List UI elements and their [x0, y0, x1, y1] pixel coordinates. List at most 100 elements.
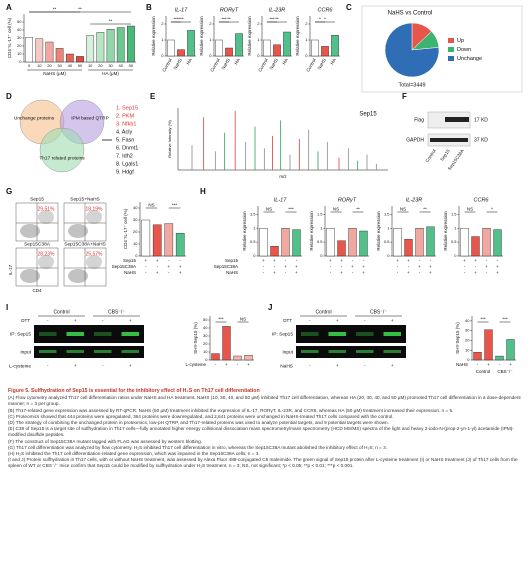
condition-sign: - [464, 270, 466, 275]
condition-sign: + [407, 258, 410, 263]
y-tick-label: 10 [465, 347, 470, 352]
condition-sign: + [496, 270, 499, 275]
target-item: 5. Fasn [116, 137, 134, 143]
bar [55, 48, 64, 63]
condition-sign: + [429, 270, 432, 275]
x-tick-label: 0 [28, 63, 31, 68]
x-tick-label: Control [257, 58, 269, 73]
flow-population [20, 269, 40, 283]
gel-band [94, 350, 112, 353]
bar [65, 53, 74, 63]
y-tick-label: 30 [203, 333, 208, 338]
panel-letter: J [268, 303, 272, 312]
bar [292, 229, 301, 257]
condition-label: Sep15 [123, 258, 137, 263]
panel-letter: E [150, 92, 156, 101]
bar [225, 47, 233, 57]
significance: NS [266, 207, 272, 212]
condition-sign: - [237, 362, 239, 367]
condition-sign: - [168, 270, 170, 275]
condition-sign: + [156, 270, 159, 275]
condition-sign: + [429, 264, 432, 269]
x-tick-label: 30 [108, 63, 113, 68]
significance: * [324, 17, 326, 22]
condition-sign: - [263, 270, 265, 275]
flow-population [38, 255, 54, 269]
treatment-sign: + [74, 363, 77, 368]
target-item: 8. Lgals1 [116, 161, 138, 167]
condition-sign: + [362, 270, 365, 275]
chart-title: Sep15 [359, 112, 377, 118]
bar [86, 35, 95, 63]
total-label: Total=3449 [398, 82, 425, 88]
panel-letter: F [402, 92, 407, 101]
dtt-sign: + [336, 318, 339, 323]
condition-sign: - [330, 270, 332, 275]
treatment-sign: + [391, 363, 394, 368]
bar [167, 39, 175, 57]
y-tick-label: 1 [161, 37, 164, 42]
significance: ** [109, 19, 113, 24]
bar [76, 56, 84, 63]
condition-sign: + [496, 264, 499, 269]
significance: *** [269, 17, 275, 22]
condition-label: Sep15 [225, 258, 239, 263]
y-tick-label: 0.5 [250, 239, 256, 244]
dtt-sign: - [47, 318, 49, 323]
y-tick-label: 1.5 [317, 211, 323, 216]
condition-sign: - [341, 264, 343, 269]
y-tick-label: 1 [454, 225, 457, 230]
caption-paragraph: (B) Th17-related gene expression was ass… [8, 407, 454, 413]
condition-sign: + [225, 362, 228, 367]
bar [187, 30, 195, 57]
y-tick-label: 2 [161, 21, 164, 26]
condition-sign: + [179, 270, 182, 275]
y-tick-label: 20 [203, 341, 208, 346]
x-tick-label: NaHS [221, 58, 231, 71]
condition-sign: - [419, 270, 421, 275]
y-tick-label: 0 [161, 53, 164, 58]
gel-band [356, 350, 374, 353]
y-tick-label: 0.5 [317, 239, 323, 244]
bar [177, 49, 185, 57]
condition-sign: - [285, 258, 287, 263]
chart-title: RORγT [220, 7, 239, 13]
condition-sign: + [407, 270, 410, 275]
bar [116, 27, 125, 63]
caption-paragraph: (I and J) Protein sulfhydration in Th17 … [8, 457, 518, 469]
gel-band [301, 332, 319, 336]
pie-slice [384, 22, 440, 78]
y-tick-label: 1 [387, 225, 390, 230]
condition-sign: + [262, 258, 265, 263]
condition-sign: - [274, 264, 276, 269]
x-tick-label: Control [161, 58, 173, 73]
bar [283, 31, 291, 57]
y-tick-label: 40 [203, 325, 208, 330]
condition-sign: - [180, 258, 182, 263]
group-label: Control [315, 309, 331, 315]
bar [281, 228, 290, 257]
x-tick-label: NaHS [173, 58, 183, 71]
caption-paragraph: (A) Flow cytometry analyzed Th17 cell di… [8, 395, 521, 407]
y-tick-label: 2 [305, 21, 308, 26]
condition-sign: + [487, 362, 490, 367]
x-tick-label: 10 [37, 63, 42, 68]
caption-paragraph: (E) C38 of Sep15 is a target site of sul… [8, 426, 514, 438]
significance: *** [173, 17, 179, 22]
dtt-sign: + [74, 318, 77, 323]
y-tick-label: 1.5 [451, 211, 457, 216]
y-tick-label: 20 [133, 229, 138, 234]
caption-paragraph: (C) Proteomics showed that 444 proteins … [8, 413, 394, 419]
y-tick-label: 0 [19, 59, 22, 64]
bar [25, 37, 33, 63]
caption-paragraph: (D) The strategy of combining the unchan… [8, 420, 389, 426]
condition-sign: - [263, 264, 265, 269]
condition-sign: - [497, 258, 499, 263]
condition-sign: - [363, 258, 365, 263]
x-tick-label: HA [329, 58, 336, 66]
flow-population [68, 224, 88, 238]
gel-band [356, 332, 374, 336]
venn-label: Unchange proteins [14, 115, 55, 121]
bar [331, 35, 339, 57]
gel-band [301, 350, 319, 353]
